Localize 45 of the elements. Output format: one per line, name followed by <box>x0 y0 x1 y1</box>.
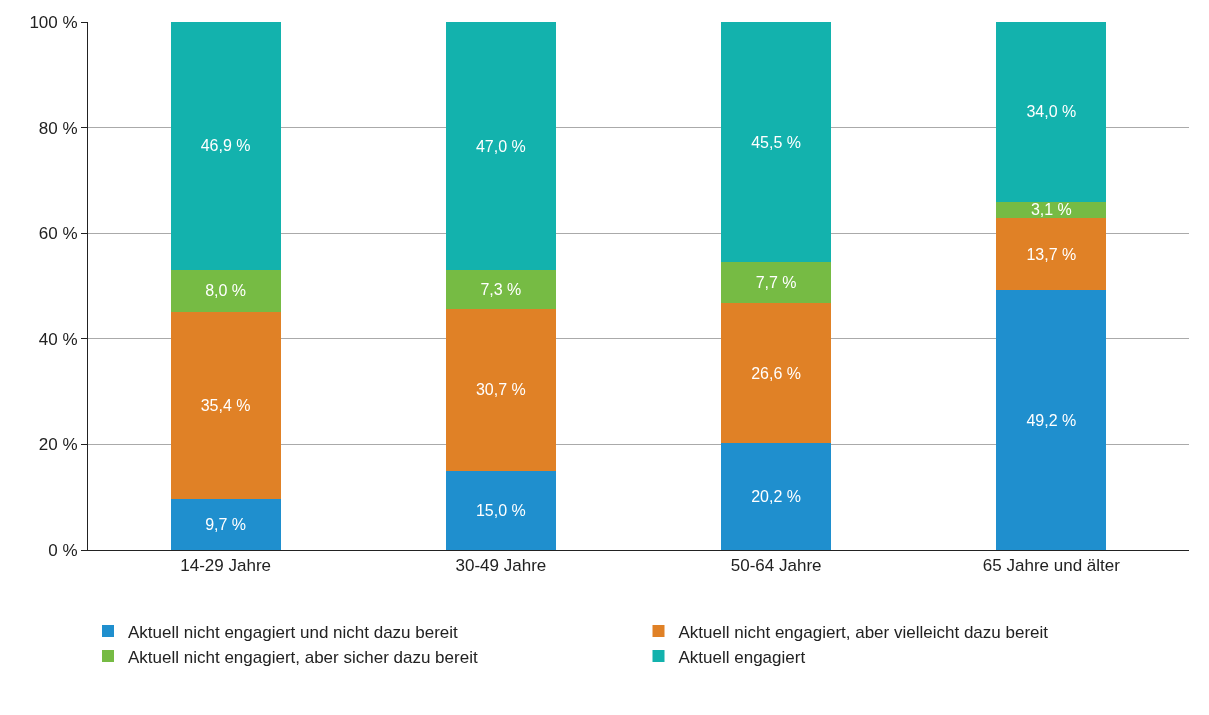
bar <box>996 22 1107 202</box>
bar <box>721 262 832 303</box>
bar <box>445 470 556 550</box>
data-label: 15,0 % <box>475 501 526 519</box>
bar <box>170 22 281 270</box>
bar <box>170 498 281 550</box>
data-label: 35,4 % <box>200 396 251 414</box>
data-label: 7,7 % <box>755 274 797 292</box>
y-tick-label: 60 % <box>38 224 78 244</box>
data-label: 30,7 % <box>475 381 526 399</box>
legend-label: Aktuell engagiert <box>678 647 806 667</box>
legend-label: Aktuell nicht engagiert und nicht dazu bereit <box>128 622 459 642</box>
data-label: 47,0 % <box>475 137 526 155</box>
data-label: 3,1 % <box>1030 201 1072 219</box>
bar <box>721 302 832 444</box>
y-tick-label: 0 % <box>48 540 78 560</box>
data-label: 7,3 % <box>480 280 522 298</box>
data-label: 46,9 % <box>200 137 251 155</box>
data-label: 49,2 % <box>1026 411 1077 429</box>
y-tick-label: 100 % <box>29 12 78 32</box>
x-tick-label: 65 Jahre und älter <box>982 556 1121 576</box>
data-label: 45,5 % <box>751 133 802 151</box>
data-label: 8,0 % <box>205 282 247 300</box>
legend-label: Aktuell nicht engagiert, aber vielleicht dazu bereit <box>678 622 1049 642</box>
data-label: 34,0 % <box>1026 103 1077 121</box>
bar <box>996 217 1107 291</box>
x-tick-label: 30-49 Jahre <box>455 556 547 576</box>
y-tick-label: 20 % <box>38 435 78 455</box>
bar <box>721 22 832 263</box>
x-tick-label: 50-64 Jahre <box>730 556 822 576</box>
data-label: 13,7 % <box>1026 245 1077 263</box>
bar <box>445 308 556 471</box>
bar <box>170 269 281 312</box>
bar <box>170 311 281 499</box>
bar <box>996 290 1107 550</box>
data-label: 26,6 % <box>751 364 802 382</box>
y-tick-label: 40 % <box>38 329 78 349</box>
x-tick-label: 14-29 Jahre <box>180 556 271 576</box>
data-label: 9,7 % <box>205 515 247 533</box>
bar <box>445 22 556 271</box>
data-label: 20,2 % <box>751 488 802 506</box>
bar <box>721 443 832 550</box>
legend-label: Aktuell nicht engagiert, aber sicher dazu bereit <box>128 647 478 667</box>
y-tick-label: 80 % <box>38 118 78 138</box>
bar <box>445 270 556 309</box>
